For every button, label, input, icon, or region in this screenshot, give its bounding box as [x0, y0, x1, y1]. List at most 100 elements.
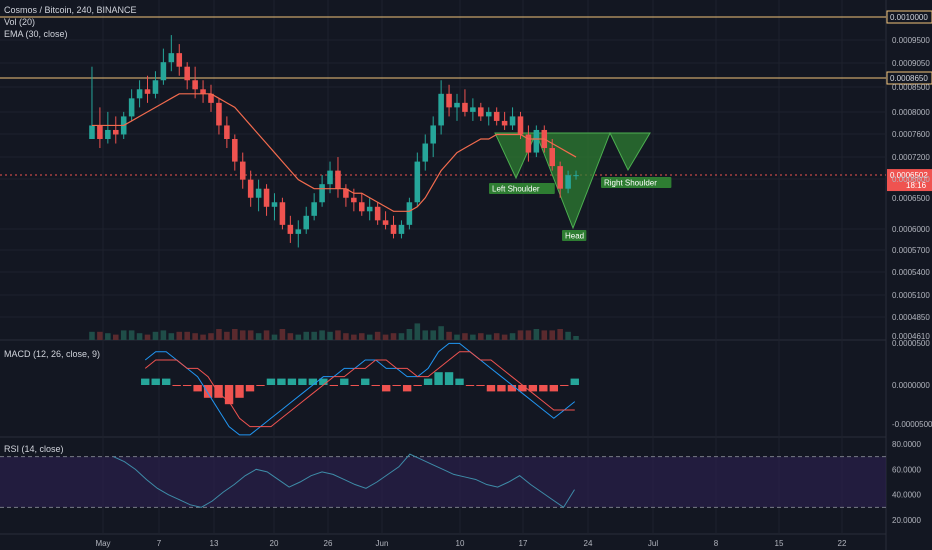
macd-histogram-bar: [486, 385, 496, 392]
macd-histogram-bar: [497, 385, 506, 392]
volume-bar: [351, 334, 357, 340]
candle-body: [478, 107, 484, 117]
volume-bar: [414, 323, 421, 340]
last-price-tag: [887, 169, 932, 192]
volume-bar: [335, 330, 341, 340]
candle-body: [232, 139, 238, 162]
volume-bar: [136, 333, 143, 340]
volume-bar: [255, 333, 262, 340]
macd-histogram-bar: [224, 385, 234, 405]
volume-bar: [216, 329, 222, 340]
rsi-legend-label: RSI (14, close): [4, 444, 64, 454]
candle-body: [557, 166, 563, 189]
volume-bar: [263, 330, 270, 340]
candle-body: [279, 202, 286, 225]
rsi-panel: [0, 453, 886, 509]
candle-body: [224, 125, 230, 139]
candle-body: [311, 202, 317, 216]
price-tick-label: 0.0008500: [892, 83, 930, 92]
candle-body: [176, 53, 183, 67]
pattern-label: Left Shoulder: [492, 185, 540, 194]
volume-bar: [184, 331, 190, 340]
time-tick-label: 7: [157, 539, 162, 548]
macd-histogram-bar: [361, 378, 370, 385]
candle-body: [112, 129, 119, 135]
candle-body: [271, 202, 278, 207]
volume-bar: [144, 334, 151, 340]
candle-body: [105, 129, 111, 139]
time-tick-label: 24: [584, 539, 593, 548]
countdown-label: 18:16: [906, 181, 927, 190]
price-tick-label: 0.0004850: [892, 313, 930, 322]
candle-body: [509, 116, 516, 126]
price-level-label: 0.0008650: [890, 74, 928, 83]
time-tick-label: Jun: [376, 539, 389, 548]
axes: 0.0009500 0.0009050 0.0008500 0.0008000 0.00…: [95, 36, 932, 548]
candle-body: [382, 220, 389, 225]
candle-body: [343, 188, 349, 198]
pattern-shape: [494, 131, 651, 230]
macd-histogram-bar: [507, 385, 517, 392]
volume-bar: [279, 329, 286, 340]
candle-body: [200, 89, 206, 94]
macd-tick-label: 0.0000500: [892, 339, 930, 348]
candle-body: [319, 184, 325, 203]
volume-bar: [366, 334, 373, 340]
candle-body: [549, 148, 556, 167]
candle-body: [192, 80, 198, 90]
volume-bar: [232, 329, 238, 340]
rsi-tick-label: 40.0000: [892, 491, 921, 500]
volume-bar: [200, 334, 206, 340]
price-tick-label: 0.0006500: [892, 194, 930, 203]
volume-bar: [168, 333, 175, 340]
ema-polyline: [91, 93, 577, 212]
volume-bar: [406, 329, 413, 340]
macd-histogram-bar: [193, 385, 202, 392]
candle-body: [525, 134, 532, 153]
candle-body: [303, 215, 310, 230]
volume-bar: [152, 331, 159, 340]
time-tick-label: 15: [775, 539, 784, 548]
candle-body: [89, 125, 95, 139]
macd-histogram-bar: [455, 378, 464, 385]
volume-bar: [438, 326, 444, 340]
price-level-label: 0.0010000: [890, 13, 928, 22]
macd-histogram-bar: [214, 385, 223, 398]
price-tick-label: 0.0008000: [892, 108, 930, 117]
time-tick-label: 26: [324, 539, 333, 548]
macd-histogram-bar: [151, 378, 160, 385]
candle-body: [398, 224, 405, 234]
volume-bar: [97, 331, 103, 340]
volume-bar: [176, 331, 183, 340]
candle-body: [374, 206, 381, 221]
time-tick-label: 13: [210, 539, 219, 548]
candle-body: [422, 143, 429, 162]
volume-bar: [374, 331, 381, 340]
candle-body: [287, 224, 294, 234]
volume-bars: [89, 323, 579, 340]
macd-histogram-bar: [392, 385, 401, 386]
macd-histogram-bar: [298, 378, 307, 385]
candle-body: [247, 179, 254, 198]
candle-body: [438, 93, 444, 126]
ema-legend: EMA (30, close): [4, 29, 68, 39]
candle-body: [573, 175, 579, 177]
macd-panel: [141, 342, 579, 436]
macd-histogram-bar: [350, 385, 359, 386]
candle-body: [144, 89, 151, 94]
rsi-legend: RSI (14, close): [4, 443, 64, 455]
candle-body: [462, 102, 468, 112]
price-tick-label: 0.0006800: [892, 175, 930, 184]
rsi-tick-label: 60.0000: [892, 465, 921, 474]
candle-body: [327, 170, 333, 185]
volume-bar: [462, 333, 468, 340]
pattern-label-box: [601, 177, 672, 188]
macd-legend-label: MACD (12, 26, close, 9): [4, 349, 101, 359]
rsi-line: [113, 453, 575, 509]
rsi-tick-label: 80.0000: [892, 440, 921, 449]
macd-histogram-bar: [319, 378, 328, 385]
volume-bar: [454, 334, 460, 340]
head-and-shoulders-pattern[interactable]: Left Shoulder Head Right Shoulder: [489, 131, 672, 241]
chart-title: Cosmos / Bitcoin, 240, BINANCE: [4, 5, 137, 15]
